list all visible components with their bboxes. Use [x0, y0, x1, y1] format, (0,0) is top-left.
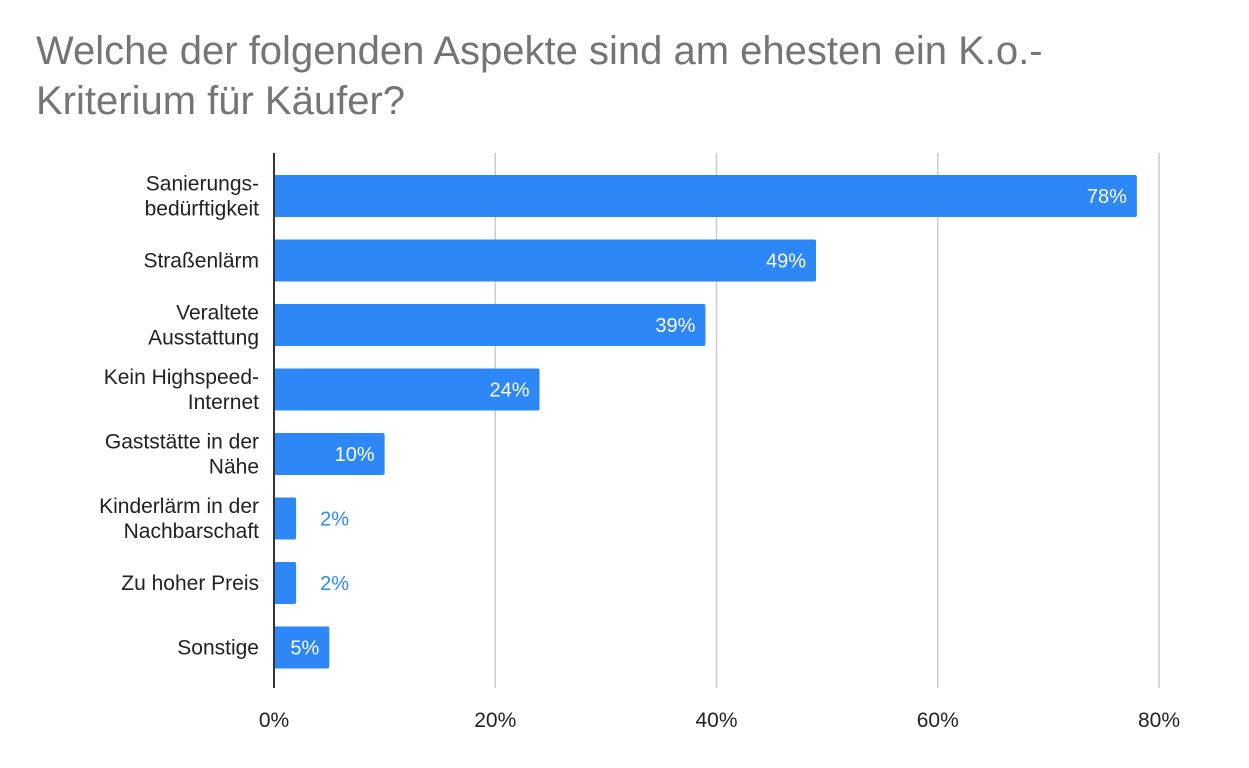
category-label-line: Internet	[188, 391, 259, 414]
category-label: Kinderlärm in der Nachbarschaft	[99, 495, 259, 543]
category-label-line: Sonstige	[177, 637, 259, 660]
category-label: Sanierungs-bedürftigkeit	[145, 173, 260, 221]
data-label: 78%	[1087, 186, 1127, 208]
bar	[274, 175, 1137, 217]
data-label: 10%	[335, 444, 375, 466]
x-tick-labels: 0% 20% 40% 60% 80%	[259, 709, 1180, 732]
category-label-line: Sanierungs-	[146, 173, 259, 196]
category-label-line: Veraltete	[176, 302, 259, 325]
bar	[274, 626, 330, 669]
category-label-line: Kinderlärm in der	[99, 495, 259, 518]
category-label: Veraltete Ausstattung	[148, 302, 259, 350]
category-label-line: Zu hoher Preis	[121, 572, 259, 595]
x-tick-label: 60%	[917, 709, 959, 732]
category-label-line: Nachbarschaft	[124, 520, 260, 543]
data-label: 49%	[766, 251, 806, 273]
bar	[274, 497, 297, 540]
x-tick-label: 20%	[474, 709, 516, 732]
data-label: 2%	[320, 573, 349, 595]
category-label: Gaststätte in der Nähe	[105, 431, 259, 479]
category-label-line: bedürftigkeit	[145, 198, 260, 221]
category-label-line: Straßenlärm	[143, 250, 259, 273]
data-label: 5%	[290, 638, 319, 660]
data-label: 2%	[320, 509, 349, 531]
data-label: 39%	[655, 315, 695, 337]
bars	[274, 175, 1137, 669]
bar	[274, 368, 540, 411]
category-label-line: Ausstattung	[148, 327, 259, 350]
category-labels: Sanierungs-bedürftigkeit Straßenlärm Veral…	[99, 173, 259, 660]
category-label: Zu hoher Preis	[121, 572, 259, 595]
gridlines	[494, 153, 1160, 688]
data-label: 24%	[489, 380, 529, 402]
category-label: Kein Highspeed-Internet	[104, 366, 259, 414]
x-tick-label: 40%	[695, 709, 737, 732]
bar	[274, 304, 706, 346]
category-label-line: Nähe	[209, 456, 259, 479]
bar	[274, 562, 297, 604]
category-label-line: Kein Highspeed-	[104, 366, 259, 389]
bar	[274, 433, 385, 475]
x-tick-label: 0%	[259, 709, 289, 732]
chart-title: Welche der folgenden Aspekte sind am ehe…	[36, 29, 1043, 123]
x-tick-label: 80%	[1138, 709, 1180, 732]
category-label: Sonstige	[177, 637, 259, 660]
data-labels: 78% 49% 39% 24% 10% 2% 2% 5%	[290, 186, 1127, 660]
bar	[274, 239, 817, 282]
category-label: Straßenlärm	[143, 250, 259, 273]
category-label-line: Gaststätte in der	[105, 431, 259, 454]
